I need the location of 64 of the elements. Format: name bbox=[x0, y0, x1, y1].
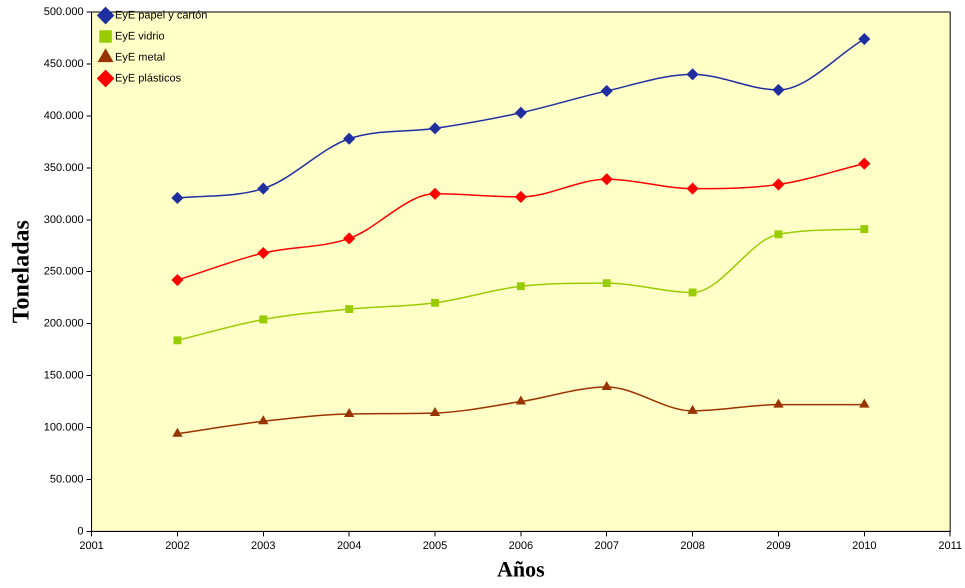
point bbox=[600, 85, 612, 97]
y-tick-label: 50.000 bbox=[50, 473, 84, 486]
x-tick-label: 2002 bbox=[165, 540, 190, 552]
point bbox=[516, 282, 525, 290]
point bbox=[172, 192, 184, 204]
point bbox=[772, 84, 784, 96]
x-tick-label: 2003 bbox=[251, 540, 276, 552]
point bbox=[429, 188, 441, 200]
legend-label: EyE vidrio bbox=[115, 30, 165, 43]
y-tick-label: 250.000 bbox=[44, 266, 84, 278]
point bbox=[600, 173, 612, 185]
x-tick-label: 2005 bbox=[422, 540, 448, 552]
y-tick-label: 300.000 bbox=[44, 214, 84, 226]
point bbox=[686, 68, 698, 80]
point bbox=[858, 158, 870, 170]
x-tick-label: 2007 bbox=[594, 540, 619, 552]
point bbox=[772, 178, 784, 190]
point bbox=[258, 247, 270, 259]
legend-label: EyE metal bbox=[115, 52, 166, 64]
x-tick-label: 2006 bbox=[508, 540, 534, 552]
y-tick-label: 400.000 bbox=[44, 110, 84, 122]
point bbox=[429, 122, 441, 134]
point bbox=[686, 182, 698, 194]
point bbox=[515, 107, 527, 119]
point bbox=[774, 230, 782, 238]
y-tick-label: 0 bbox=[77, 525, 84, 538]
point bbox=[259, 316, 268, 324]
point bbox=[173, 336, 182, 344]
y-tick-label: 150.000 bbox=[44, 370, 84, 382]
x-tick-label: 2011 bbox=[938, 540, 962, 552]
y-tick-label: 500.000 bbox=[44, 6, 84, 18]
x-tick-label: 2008 bbox=[680, 540, 705, 552]
point bbox=[343, 232, 355, 244]
point bbox=[688, 288, 697, 296]
point bbox=[258, 416, 268, 424]
point bbox=[172, 428, 182, 437]
point bbox=[688, 406, 698, 414]
point bbox=[602, 382, 612, 390]
point bbox=[430, 408, 440, 416]
point bbox=[345, 305, 354, 314]
x-tick-label: 2010 bbox=[852, 540, 877, 552]
point bbox=[344, 408, 354, 418]
y-tick-label: 200.000 bbox=[44, 318, 84, 330]
x-tick-label: 2009 bbox=[766, 540, 791, 552]
y-tick-label: 450.000 bbox=[44, 58, 84, 70]
point bbox=[172, 274, 184, 286]
x-tick-label: 2004 bbox=[336, 540, 362, 552]
point bbox=[860, 225, 868, 234]
y-tick-label: 100.000 bbox=[44, 422, 84, 434]
x-tick-label: 2001 bbox=[79, 540, 104, 552]
point bbox=[858, 33, 870, 45]
point bbox=[516, 396, 526, 405]
y-tick-label: 350.000 bbox=[44, 162, 84, 174]
legend-label: EyE papel y cartón bbox=[115, 10, 208, 22]
point bbox=[602, 279, 611, 288]
point bbox=[515, 191, 527, 203]
y-axis-title: Toneladas bbox=[8, 220, 35, 324]
point bbox=[431, 298, 439, 307]
point bbox=[860, 399, 869, 408]
point bbox=[343, 132, 355, 144]
point bbox=[774, 399, 784, 408]
legend-label: EyE plásticos bbox=[115, 72, 182, 85]
x-axis-title: Años bbox=[497, 556, 546, 582]
point bbox=[258, 182, 270, 194]
